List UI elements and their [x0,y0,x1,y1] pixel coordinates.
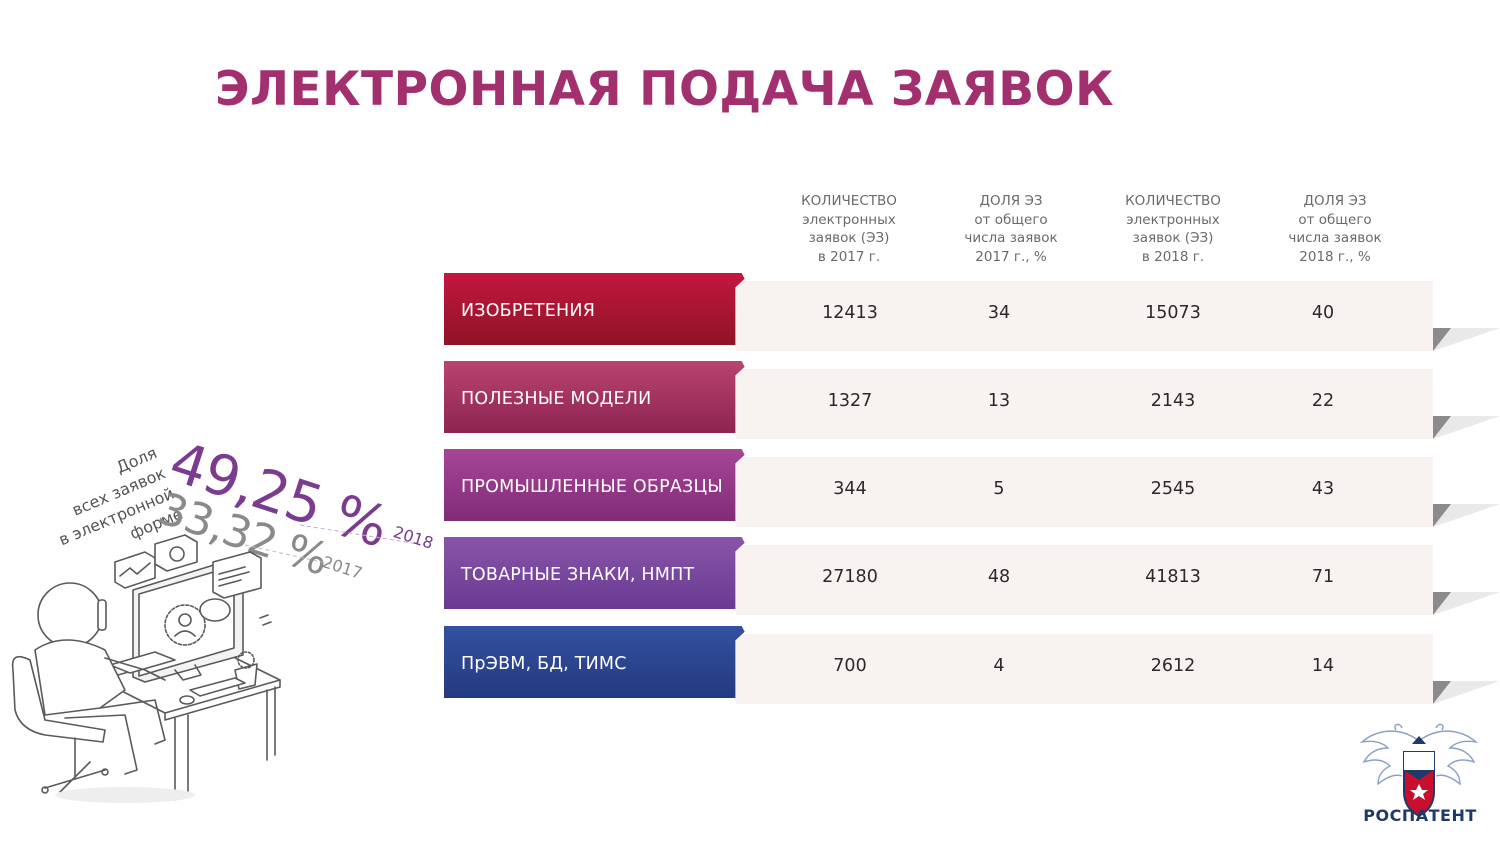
table-row-trademarks: ТОВАРНЫЕ ЗНАКИ, НМПТ 27180 48 41813 71 [444,537,1500,623]
column-header-count-2017: КОЛИЧЕСТВО электронных заявок (ЭЗ) в 2017 г… [801,193,897,265]
double-headed-eagle-emblem-icon [1359,723,1479,818]
row-panel [736,457,1433,527]
cell-count-2017: 344 [833,479,867,499]
row-label: ИЗОБРЕТЕНИЯ [461,301,596,321]
table-row-software-databases: ПрЭВМ, БД, ТИМС 700 4 2612 14 [444,626,1500,712]
cell-count-2018: 2612 [1150,656,1196,676]
row-label: ПРОМЫШЛЕННЫЕ ОБРАЗЦЫ [461,477,723,497]
cell-share-2018: 14 [1311,656,1335,676]
page-title: ЭЛЕКТРОННАЯ ПОДАЧА ЗАЯВОК [215,62,1115,117]
year-2018-label: 2018 [391,522,436,553]
cell-count-2018: 15073 [1145,303,1201,323]
cell-share-2017: 13 [987,391,1011,411]
logo-text: РОСПАТЕНТ [1363,806,1477,825]
cell-share-2018: 40 [1311,303,1335,323]
cell-share-2018: 22 [1311,391,1335,411]
row-band [444,361,745,433]
table-row-industrial-designs: ПРОМЫШЛЕННЫЕ ОБРАЗЦЫ 344 5 2545 43 [444,449,1500,535]
row-band [444,626,745,698]
row-band [444,537,745,609]
person-at-computer-illustration [11,534,281,803]
row-panel [736,545,1433,615]
row-band [444,273,745,345]
row-label: ПОЛЕЗНЫЕ МОДЕЛИ [461,389,652,409]
column-header-share-2018: ДОЛЯ ЭЗ от общего числа заявок 2018 г., % [1288,193,1382,265]
cell-count-2017: 12413 [822,303,878,323]
cell-share-2018: 43 [1311,479,1335,499]
cell-count-2018: 2545 [1150,479,1196,499]
row-label: ТОВАРНЫЕ ЗНАКИ, НМПТ [461,565,695,585]
cell-share-2018: 71 [1311,567,1335,587]
column-header-count-2018: КОЛИЧЕСТВО электронных заявок (ЭЗ) в 2018 г… [1125,193,1221,265]
cell-share-2017: 34 [987,303,1011,323]
cell-count-2017: 1327 [827,391,873,411]
cell-count-2017: 27180 [822,567,878,587]
row-panel [736,369,1433,439]
row-panel [736,281,1433,351]
table-row-utility-models: ПОЛЕЗНЫЕ МОДЕЛИ 1327 13 2143 22 [444,361,1500,447]
cell-share-2017: 4 [993,656,1005,676]
cell-count-2018: 2143 [1150,391,1196,411]
row-panel [736,634,1433,704]
year-2017-label: 2017 [320,552,365,583]
table-row-inventions: ИЗОБРЕТЕНИЯ 12413 34 15073 40 [444,273,1500,359]
column-header-share-2017: ДОЛЯ ЭЗ от общего числа заявок 2017 г., % [964,193,1058,265]
cell-share-2017: 48 [987,567,1011,587]
row-band [444,449,745,521]
cell-count-2018: 41813 [1145,567,1201,587]
cell-count-2017: 700 [833,656,867,676]
cell-share-2017: 5 [993,479,1005,499]
row-label: ПрЭВМ, БД, ТИМС [461,654,627,674]
